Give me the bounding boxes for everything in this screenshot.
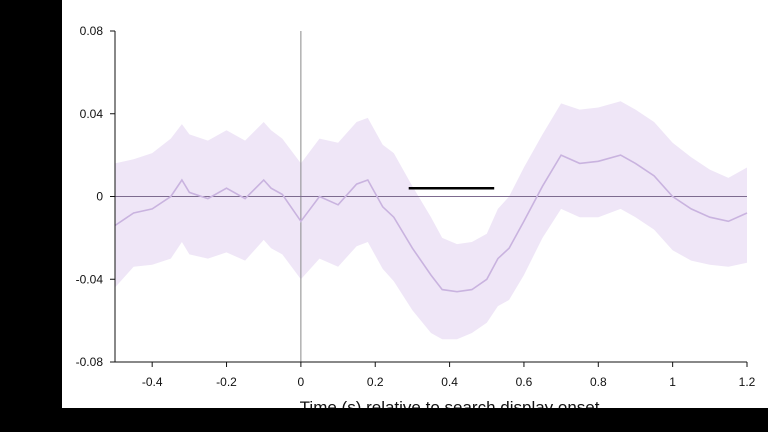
confidence-band-layer bbox=[115, 101, 747, 340]
x-axis-title: Time (s) relative to search display onse… bbox=[300, 398, 600, 408]
x-tick-label: 1.2 bbox=[739, 375, 756, 389]
x-tick-label: -0.4 bbox=[142, 375, 163, 389]
axes-layer: -0.08 -0.04 0 0.04 0.08 -0.4 -0.2 0 0.2 0.4 0.6 0.8… bbox=[76, 24, 756, 389]
x-tick-label: 0.4 bbox=[441, 375, 458, 389]
mean-line bbox=[114, 154, 748, 293]
x-tick-label: -0.2 bbox=[216, 375, 237, 389]
y-tick-label: -0.04 bbox=[76, 272, 104, 286]
x-tick-label: 0.2 bbox=[367, 375, 384, 389]
x-tick-label: 1 bbox=[669, 375, 676, 389]
plot-panel: -0.08 -0.04 0 0.04 0.08 -0.4 -0.2 0 0.2 0.4 0.6 0.8… bbox=[62, 0, 768, 408]
line-chart: -0.08 -0.04 0 0.04 0.08 -0.4 -0.2 0 0.2 0.4 0.6 0.8… bbox=[76, 24, 756, 408]
y-tick-label: 0.08 bbox=[80, 24, 104, 38]
y-tick-label: -0.08 bbox=[76, 355, 104, 369]
bottom-black-band bbox=[0, 408, 768, 432]
reference-lines-layer bbox=[115, 31, 747, 362]
mean-line-layer bbox=[114, 154, 748, 293]
confidence-band bbox=[115, 101, 747, 340]
x-tick-label: 0.6 bbox=[516, 375, 533, 389]
x-tick-label: 0 bbox=[298, 375, 305, 389]
y-tick-label: 0.04 bbox=[80, 107, 104, 121]
x-tick-label: 0.8 bbox=[590, 375, 607, 389]
y-tick-label: 0 bbox=[96, 190, 103, 204]
